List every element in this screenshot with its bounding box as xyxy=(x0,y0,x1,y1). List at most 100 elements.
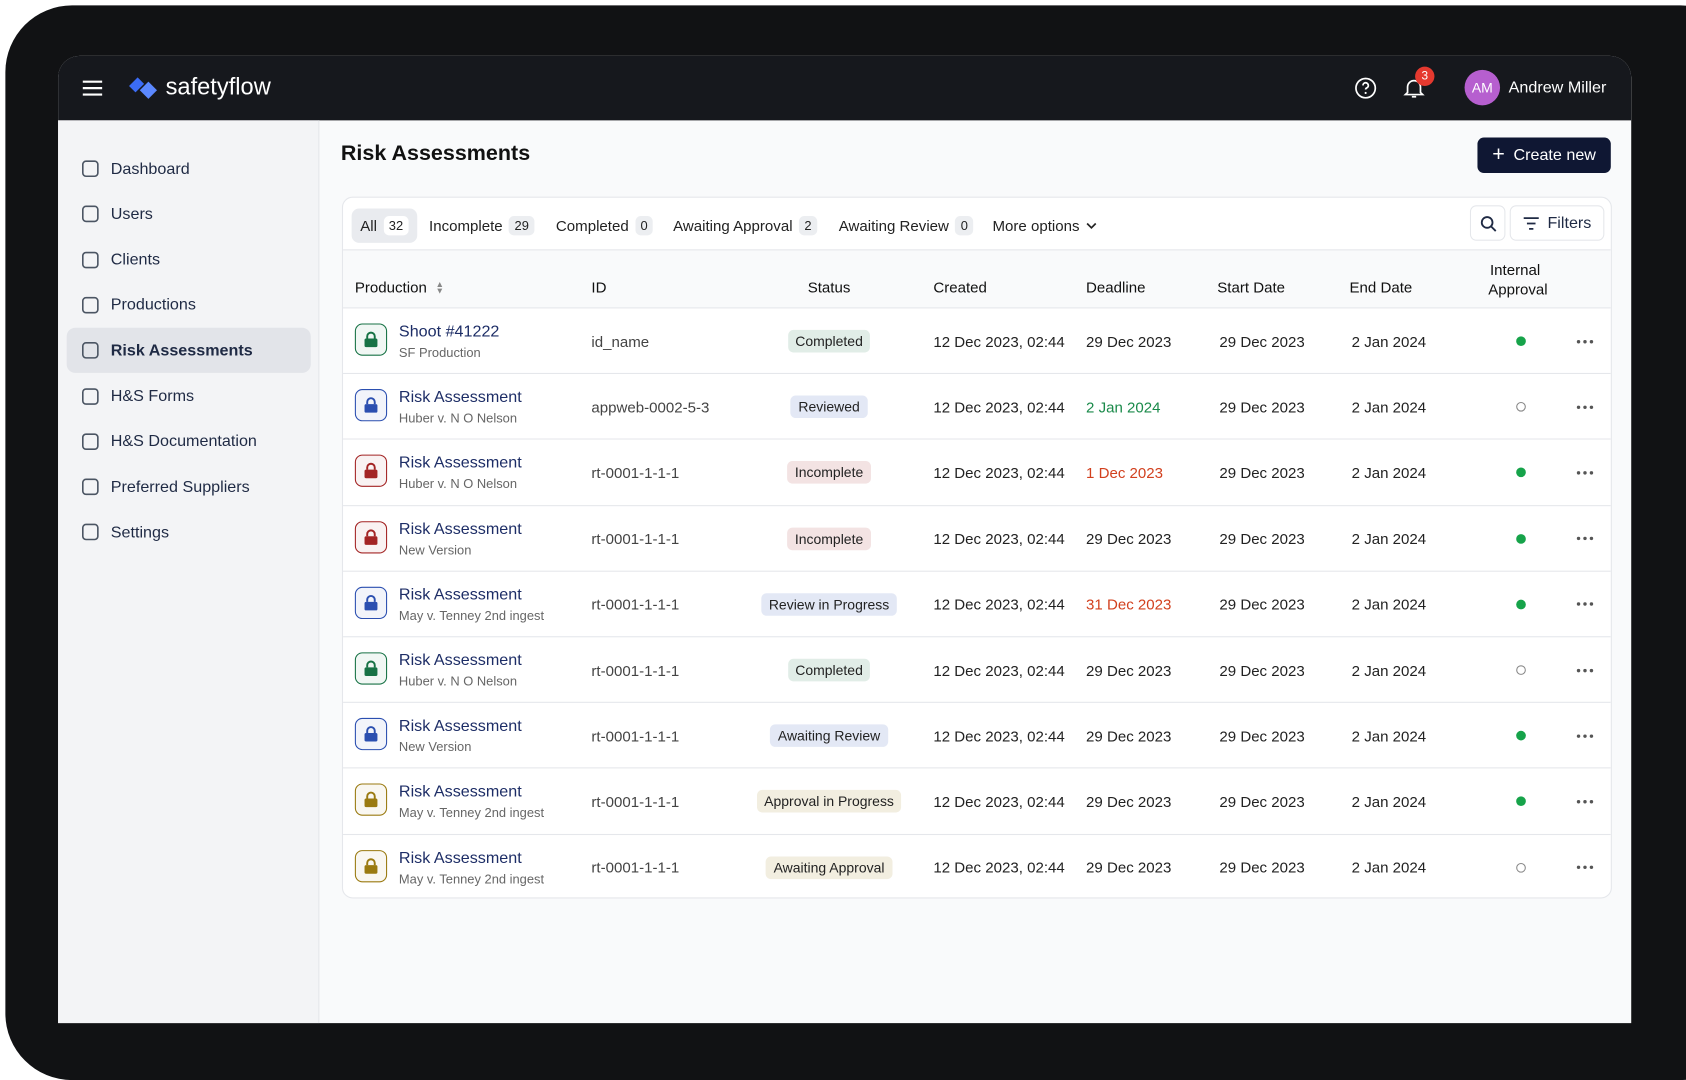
nav-item[interactable]: Settings xyxy=(67,510,311,555)
stage: safetyflow 3 AM Andrew Miller Dashboard U… xyxy=(5,5,1686,1080)
more-options[interactable]: More options xyxy=(984,208,1108,242)
column-header[interactable]: Production xyxy=(354,278,427,296)
id-cell: rt-0001-1-1-1 xyxy=(591,506,679,572)
deadline-cell: 29 Dec 2023 xyxy=(1086,506,1171,572)
nav-item[interactable]: Productions xyxy=(67,283,311,328)
column-header: Internal Approval xyxy=(1488,261,1548,298)
status-badge: Awaiting Approval xyxy=(766,856,893,879)
status-badge: Reviewed xyxy=(790,395,868,419)
nav-item[interactable]: Preferred Suppliers xyxy=(67,464,311,509)
filter-icon xyxy=(1523,216,1539,230)
status-badge: Incomplete xyxy=(787,461,871,485)
end-cell: 2 Jan 2024 xyxy=(1352,769,1427,835)
status-cell: Completed xyxy=(743,637,915,703)
sort-icon: ▲ ▼ xyxy=(435,279,445,296)
row-actions[interactable] xyxy=(1563,440,1606,506)
deadline-cell-text: 1 Dec 2023 xyxy=(1086,464,1164,482)
column-header: Deadline xyxy=(1086,278,1146,296)
end-cell-text: 2 Jan 2024 xyxy=(1351,858,1427,876)
create-button[interactable]: + Create new xyxy=(1477,137,1611,174)
row-subtitle: SF Production xyxy=(398,344,481,361)
menu-icon[interactable] xyxy=(81,76,105,100)
deadline-cell: 29 Dec 2023 xyxy=(1086,703,1171,769)
tab[interactable]: Awaiting Approval 2 xyxy=(665,208,826,242)
nav-item[interactable]: Risk Assessments xyxy=(66,327,311,374)
table-row[interactable]: Risk Assessment May v. Tenney 2nd ingest r… xyxy=(343,570,1611,637)
table-row[interactable]: Risk Assessment New Version rt-0001-1-1-1 I… xyxy=(343,504,1611,572)
start-cell-text: 29 Dec 2023 xyxy=(1219,398,1305,416)
row-actions[interactable] xyxy=(1563,835,1606,898)
avatar[interactable]: AM xyxy=(1464,69,1501,106)
id-cell: rt-0001-1-1-1 xyxy=(591,572,679,638)
end-cell: 2 Jan 2024 xyxy=(1352,572,1427,638)
row-actions[interactable] xyxy=(1563,308,1606,374)
row-title[interactable]: Risk Assessment xyxy=(398,782,522,802)
table-row[interactable]: Risk Assessment Huber v. N O Nelson appweb… xyxy=(343,373,1611,440)
table-row[interactable]: Risk Assessment Huber v. N O Nelson rt-000… xyxy=(343,438,1611,506)
approval-cell xyxy=(1499,374,1542,440)
row-actions[interactable] xyxy=(1563,703,1606,769)
nav-item[interactable]: Dashboard xyxy=(67,146,311,191)
tab[interactable]: Awaiting Review 0 xyxy=(830,208,982,242)
tab[interactable]: Incomplete 29 xyxy=(420,208,542,242)
filters-label: Filters xyxy=(1547,213,1592,233)
tab-count: 32 xyxy=(383,216,409,236)
nav-label: Dashboard xyxy=(110,159,190,178)
tab[interactable]: Completed 0 xyxy=(547,208,661,242)
row-actions[interactable] xyxy=(1563,572,1606,638)
status-badge: Awaiting Review xyxy=(770,724,888,748)
table-row[interactable]: Risk Assessment May v. Tenney 2nd ingest r… xyxy=(343,767,1611,835)
row-actions[interactable] xyxy=(1563,374,1606,440)
status-badge: Approval in Progress xyxy=(756,790,902,813)
created-cell: 12 Dec 2023, 02:44 xyxy=(933,374,1064,440)
id-cell: rt-0001-1-1-1 xyxy=(591,769,679,835)
row-actions[interactable] xyxy=(1563,637,1606,703)
row-title[interactable]: Risk Assessment xyxy=(398,519,522,538)
table-row[interactable]: Risk Assessment New Version rt-0001-1-1-1 A… xyxy=(343,701,1611,769)
help-icon[interactable] xyxy=(1354,76,1378,100)
dots-icon xyxy=(1576,799,1594,804)
nav-item[interactable]: Users xyxy=(67,192,311,237)
chevron xyxy=(1086,222,1097,230)
row-title[interactable]: Risk Assessment xyxy=(398,848,522,867)
nav-label: Clients xyxy=(110,250,161,269)
start-cell: 29 Dec 2023 xyxy=(1219,308,1304,374)
row-title[interactable]: Risk Assessment xyxy=(398,453,522,473)
create-label: Create new xyxy=(1513,146,1596,165)
created-cell-text: 12 Dec 2023, 02:44 xyxy=(933,398,1065,416)
table-row[interactable]: Risk Assessment May v. Tenney 2nd ingest r… xyxy=(343,833,1611,898)
deadline-cell-text: 29 Dec 2023 xyxy=(1086,858,1172,876)
deadline-cell: 29 Dec 2023 xyxy=(1086,308,1171,374)
page: {"header":{"brand":"safetyflow","notific… xyxy=(5,5,1686,1080)
user-name[interactable]: Andrew Miller xyxy=(1508,78,1607,97)
row-title[interactable]: Risk Assessment xyxy=(398,651,522,670)
row-actions[interactable] xyxy=(1563,506,1606,572)
nav-item[interactable]: H&S Documentation xyxy=(67,419,311,464)
tab-count: 2 xyxy=(798,216,817,236)
row-title[interactable]: Shoot #41222 xyxy=(398,322,500,341)
created-cell-text: 12 Dec 2023, 02:44 xyxy=(933,595,1065,613)
table-row[interactable]: Risk Assessment Huber v. N O Nelson rt-000… xyxy=(343,636,1611,703)
created-cell: 12 Dec 2023, 02:44 xyxy=(933,835,1064,898)
table-row[interactable]: Shoot #41222 SF Production id_name Complete… xyxy=(343,307,1611,374)
created-cell: 12 Dec 2023, 02:44 xyxy=(933,308,1064,374)
row-title[interactable]: Risk Assessment xyxy=(398,388,522,407)
row-title[interactable]: Risk Assessment xyxy=(398,585,522,604)
id-cell-text: rt-0001-1-1-1 xyxy=(591,464,680,482)
id-cell-text: appweb-0002-5-3 xyxy=(591,398,710,416)
nav-icon xyxy=(81,205,99,223)
approval-cell xyxy=(1499,308,1542,374)
tab-label: All xyxy=(360,217,377,235)
nav-item[interactable]: Clients xyxy=(67,237,311,282)
nav-item[interactable]: H&S Forms xyxy=(67,373,311,418)
search-button[interactable] xyxy=(1469,205,1506,241)
row-title[interactable]: Risk Assessment xyxy=(398,717,522,736)
tab-count: 29 xyxy=(509,216,535,236)
filters-button[interactable]: Filters xyxy=(1509,205,1605,241)
lock-glyph xyxy=(364,463,378,479)
tab[interactable]: All 32 xyxy=(351,208,418,243)
deadline-cell-text: 29 Dec 2023 xyxy=(1086,332,1172,350)
nav-label: Risk Assessments xyxy=(110,341,253,360)
end-cell-text: 2 Jan 2024 xyxy=(1351,398,1427,416)
row-actions[interactable] xyxy=(1563,769,1606,835)
